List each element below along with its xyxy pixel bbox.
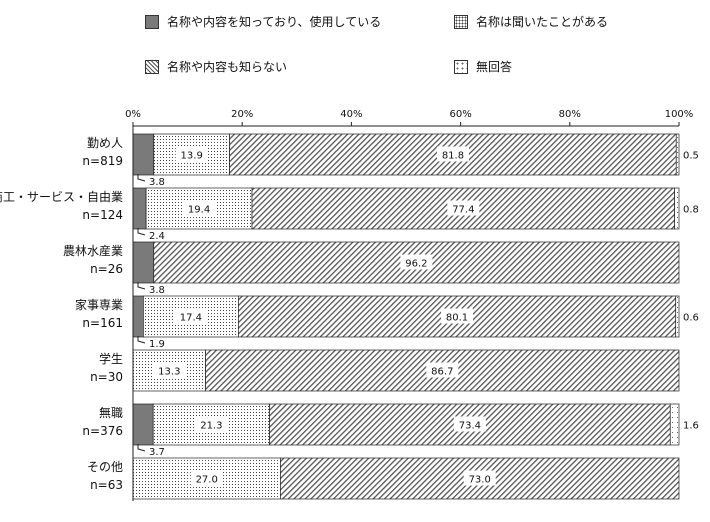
category-n: n=124 [82,208,123,222]
data-label-bg [183,200,216,216]
bar-segment-used [132,295,144,338]
data-label-unknown: 77.4 [452,205,474,216]
data-label-heard: 19.4 [188,205,210,216]
category-n: n=63 [90,478,123,492]
x-tick-label: 20% [231,109,253,120]
category-n: n=30 [90,370,123,384]
data-label-used: 3.8 [149,177,165,188]
category-n: n=26 [90,262,123,276]
data-label-used: 3.7 [149,447,165,458]
leader-line [137,228,146,236]
x-tick-label: 60% [449,109,471,120]
legend-label-used: 名称や内容を知っており、使用している [167,15,382,29]
data-label-used: 3.8 [149,285,165,296]
legend-swatch-heard [454,14,468,29]
data-label-bg [153,362,186,378]
leader-line [137,336,146,344]
legend-item-used: 名称や内容を知っており、使用している [145,13,381,30]
data-label-bg [174,308,207,324]
data-label-bg [463,470,496,486]
data-label-bg [441,308,474,324]
data-label-bg [436,146,469,162]
category-label: 家事専業 [75,297,123,312]
category-n: n=376 [82,424,123,438]
category-label: 農林水産業 [63,243,123,258]
data-label-heard: 13.3 [158,367,180,378]
data-label-used: 2.4 [149,231,165,242]
data-label-unknown: 73.0 [469,475,491,486]
legend-swatch-unknown [145,59,159,74]
data-label-bg [195,416,228,432]
leader-line [137,444,146,452]
data-label-noanswer: 0.6 [683,313,699,324]
data-label-noanswer: 0.5 [683,151,699,162]
data-label-unknown: 86.7 [431,367,453,378]
bar-segment-used [132,187,147,230]
x-tick-label: 80% [559,109,581,120]
category-label: 無職 [99,405,123,420]
bar-segment-used [132,403,154,446]
data-label-heard: 17.4 [180,313,202,324]
legend-item-noanswer: 無回答 [454,58,512,75]
category-label: 学生 [99,351,123,366]
leader-line [137,174,146,182]
data-label-unknown: 80.1 [446,313,468,324]
data-label-bg [453,416,486,432]
category-label: 勤め人 [87,136,123,150]
data-label-unknown: 73.4 [459,421,481,432]
data-label-heard: 13.9 [181,151,203,162]
x-tick-label: 40% [340,109,362,120]
category-label: その他 [87,460,123,474]
x-tick-label: 0% [125,109,141,120]
data-label-bg [426,362,459,378]
legend-swatch-noanswer [454,59,468,74]
category-n: n=161 [82,316,123,330]
legend-label-unknown: 名称や内容も知らない [167,60,288,74]
data-label-bg [447,200,480,216]
bar-segment-noanswer [674,187,680,230]
bar-segment-noanswer [675,133,680,176]
legend-swatch-used [145,14,159,29]
data-label-bg [190,470,223,486]
data-label-bg [400,254,433,270]
bar-segment-used [132,241,155,284]
legend-label-heard: 名称は聞いたことがある [476,15,609,29]
bar-segment-noanswer [675,295,680,338]
bar-segment-used [132,133,155,176]
leader-line [137,282,146,290]
legend-item-unknown: 名称や内容も知らない [145,58,287,75]
data-label-bg [175,146,208,162]
category-n: n=819 [82,154,123,168]
data-label-unknown: 81.8 [442,151,464,162]
category-label: 商工・サービス・自由業 [0,189,123,204]
data-label-heard: 21.3 [200,421,222,432]
data-label-unknown: 96.2 [405,259,427,270]
bar-segment-noanswer [669,403,680,446]
data-label-noanswer: 1.6 [683,421,699,432]
legend-item-heard: 名称は聞いたことがある [454,13,608,30]
x-tick-label: 100% [665,109,694,120]
data-label-used: 1.9 [149,339,165,350]
data-label-heard: 27.0 [196,475,218,486]
data-label-noanswer: 0.8 [683,205,699,216]
legend-label-noanswer: 無回答 [476,60,513,74]
